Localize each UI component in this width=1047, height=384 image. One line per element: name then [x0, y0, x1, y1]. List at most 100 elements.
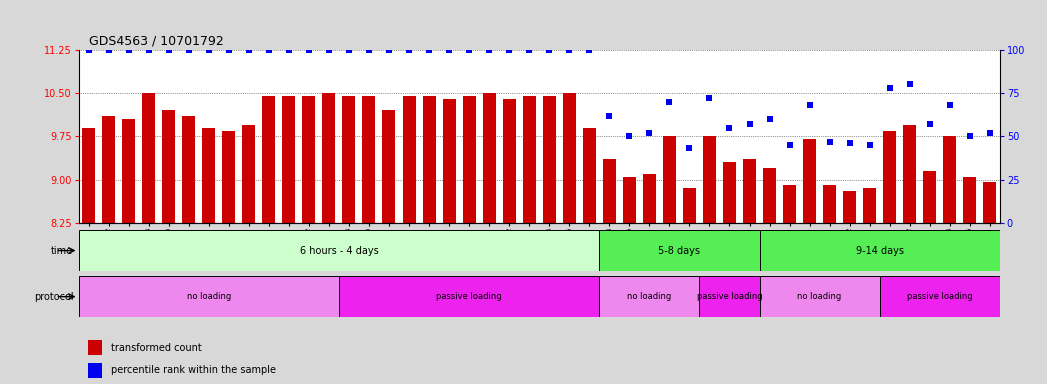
Point: [601, 113, 618, 119]
Bar: [599, 276, 699, 317]
Bar: [699, 276, 759, 317]
Bar: [382, 111, 396, 223]
Point: [821, 139, 838, 145]
Text: transformed count: transformed count: [111, 343, 201, 353]
Bar: [943, 136, 956, 223]
Text: passive loading: passive loading: [907, 292, 973, 301]
Point: [101, 47, 117, 53]
Bar: [162, 111, 175, 223]
Point: [661, 99, 677, 105]
Point: [641, 130, 658, 136]
Point: [241, 47, 258, 53]
Bar: [88, 362, 102, 378]
Text: passive loading: passive loading: [696, 292, 762, 301]
Bar: [743, 159, 756, 223]
Text: no loading: no loading: [798, 292, 842, 301]
Point: [882, 85, 898, 91]
Bar: [443, 99, 455, 223]
Point: [220, 47, 237, 53]
Point: [981, 130, 998, 136]
Bar: [663, 136, 676, 223]
Bar: [583, 128, 596, 223]
Text: no loading: no loading: [627, 292, 671, 301]
Bar: [222, 131, 236, 223]
Bar: [599, 230, 759, 271]
Bar: [483, 93, 495, 223]
Bar: [283, 96, 295, 223]
Bar: [463, 96, 475, 223]
Point: [681, 146, 697, 152]
Point: [961, 133, 978, 139]
Text: protocol: protocol: [34, 291, 73, 302]
Bar: [263, 96, 275, 223]
Bar: [88, 340, 102, 355]
Bar: [242, 125, 255, 223]
Bar: [339, 276, 599, 317]
Bar: [783, 185, 796, 223]
Point: [901, 81, 918, 88]
Point: [701, 95, 718, 101]
Point: [461, 47, 477, 53]
Bar: [562, 93, 576, 223]
Point: [120, 47, 137, 53]
Bar: [863, 188, 876, 223]
Point: [261, 47, 277, 53]
Bar: [542, 96, 556, 223]
Bar: [202, 128, 216, 223]
Point: [200, 47, 217, 53]
Point: [481, 47, 497, 53]
Bar: [303, 96, 315, 223]
Bar: [884, 131, 896, 223]
Point: [281, 47, 297, 53]
Point: [381, 47, 398, 53]
Point: [581, 47, 598, 53]
Point: [561, 47, 578, 53]
Bar: [82, 128, 95, 223]
Bar: [703, 136, 716, 223]
Text: no loading: no loading: [186, 292, 230, 301]
Point: [441, 47, 458, 53]
Point: [180, 47, 197, 53]
Point: [862, 142, 878, 148]
Bar: [603, 159, 616, 223]
Bar: [923, 171, 936, 223]
Point: [741, 121, 758, 127]
Point: [421, 47, 438, 53]
Point: [140, 47, 157, 53]
Point: [921, 121, 938, 127]
Point: [781, 142, 798, 148]
Bar: [683, 188, 696, 223]
Bar: [522, 96, 536, 223]
Point: [541, 47, 558, 53]
Bar: [362, 96, 376, 223]
Point: [401, 47, 418, 53]
Text: 5-8 days: 5-8 days: [659, 245, 700, 256]
Bar: [759, 276, 879, 317]
Bar: [182, 116, 195, 223]
Point: [360, 47, 377, 53]
Bar: [79, 276, 339, 317]
Bar: [402, 96, 416, 223]
Text: time: time: [51, 245, 73, 256]
Bar: [322, 93, 335, 223]
Point: [842, 140, 859, 146]
Bar: [342, 96, 355, 223]
Point: [941, 102, 958, 108]
Bar: [643, 174, 655, 223]
Bar: [503, 99, 516, 223]
Text: GDS4563 / 10701792: GDS4563 / 10701792: [89, 35, 224, 48]
Bar: [879, 276, 1000, 317]
Bar: [142, 93, 155, 223]
Point: [81, 47, 97, 53]
Bar: [823, 185, 837, 223]
Point: [300, 47, 317, 53]
Bar: [79, 230, 599, 271]
Bar: [623, 177, 636, 223]
Bar: [983, 182, 997, 223]
Point: [520, 47, 537, 53]
Text: 6 hours - 4 days: 6 hours - 4 days: [299, 245, 378, 256]
Point: [621, 133, 638, 139]
Text: passive loading: passive loading: [437, 292, 502, 301]
Bar: [122, 119, 135, 223]
Bar: [803, 139, 816, 223]
